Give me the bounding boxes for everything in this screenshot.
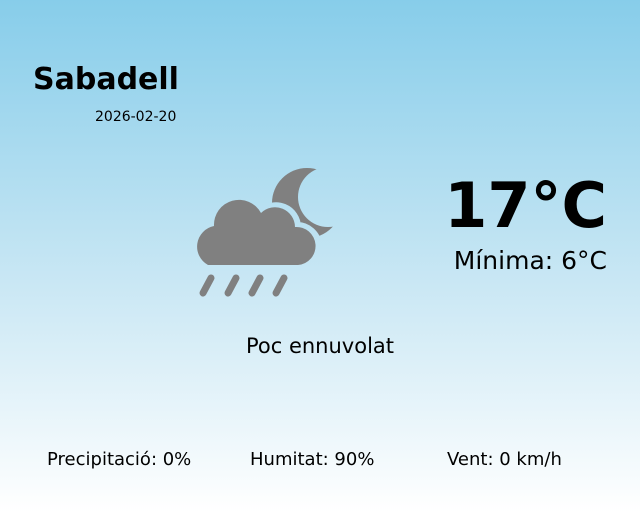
humidity: Humitat: 90% [250,449,375,470]
precipitation: Precipitació: 0% [47,449,192,470]
minimum-temperature: Mínima: 6°C [453,246,607,275]
cloud-rain-moon-icon [197,168,342,297]
current-temperature: 17°C [444,169,607,242]
wind: Vent: 0 km/h [447,449,562,470]
weather-condition: Poc ennuvolat [245,334,395,358]
city-name: Sabadell [33,62,179,97]
date: 2026-02-20 [95,109,177,125]
